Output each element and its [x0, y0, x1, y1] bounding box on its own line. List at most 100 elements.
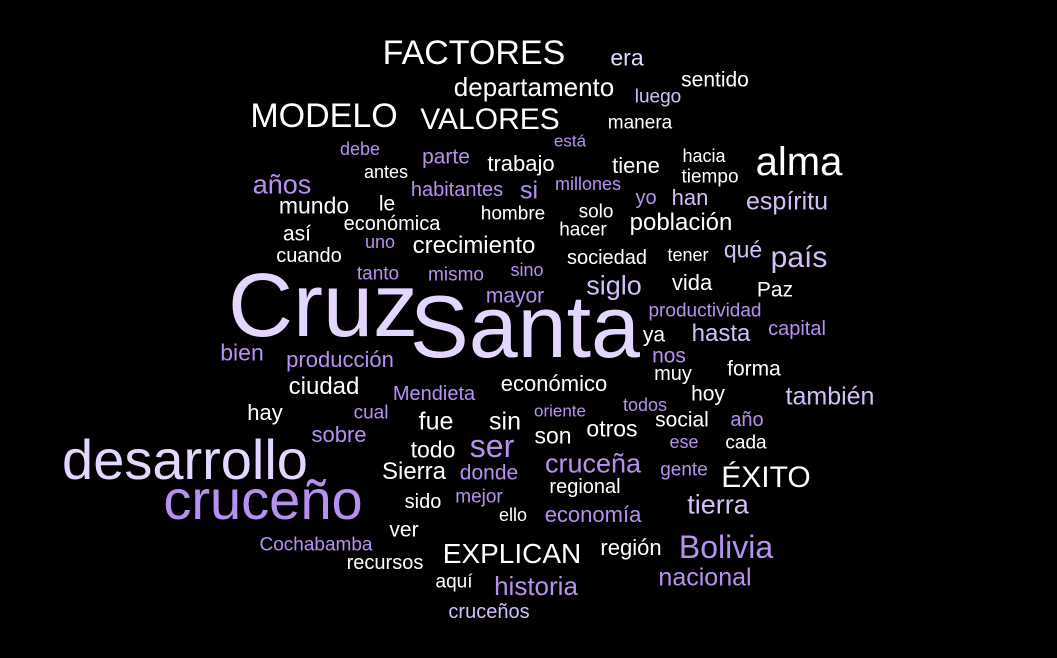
word-oriente: oriente — [534, 401, 586, 421]
word-sociedad: sociedad — [566, 247, 648, 269]
word-gente: gente — [660, 459, 708, 481]
word-hacia: hacia — [682, 146, 726, 166]
word-tanto: tanto — [356, 263, 400, 285]
word-esta: está — [553, 131, 587, 151]
word-bien: bien — [220, 339, 264, 366]
word-tierra: tierra — [687, 489, 749, 520]
word-cuando: cuando — [276, 245, 342, 267]
word-siglo: siglo — [586, 270, 642, 301]
word-explican: EXPLICAN — [442, 538, 582, 569]
word-fue: fue — [418, 407, 454, 436]
word-tiempo: tiempo — [681, 166, 739, 188]
word-cochabamba: Cochabamba — [259, 534, 373, 556]
word-mundo: mundo — [278, 192, 350, 219]
word-aqui: aquí — [435, 571, 473, 593]
word-manera: manera — [607, 112, 673, 134]
word-espiritu: espíritu — [746, 187, 828, 216]
word-muy: muy — [654, 363, 692, 385]
word-cada: cada — [725, 432, 767, 454]
word-valores: VALORES — [420, 103, 560, 136]
word-le: le — [378, 192, 396, 216]
word-todos: todos — [622, 395, 668, 415]
word-parte: parte — [422, 145, 470, 169]
word-hacer: hacer — [559, 219, 607, 241]
word-nos: nos — [652, 344, 686, 368]
word-ya: ya — [642, 323, 666, 347]
word-alma: alma — [755, 140, 843, 184]
word-crucena: cruceña — [544, 448, 642, 479]
word-hombre: hombre — [480, 203, 546, 225]
word-paz: Paz — [756, 278, 794, 302]
word-santa: Santa — [410, 277, 640, 376]
word-mendieta: Mendieta — [392, 383, 476, 405]
word-sido: sido — [404, 491, 442, 513]
word-antes: antes — [363, 162, 409, 182]
word-pais: país — [770, 241, 828, 274]
word-era: era — [610, 44, 644, 71]
word-poblacion: población — [629, 209, 733, 236]
word-economico: económico — [500, 371, 608, 396]
word-han: han — [671, 185, 709, 210]
word-ano: año — [730, 409, 764, 431]
word-economica: económica — [343, 213, 441, 235]
word-social: social — [655, 408, 709, 432]
word-modelo: MODELO — [250, 97, 398, 135]
word-otros: otros — [586, 415, 638, 442]
word-economia: economía — [544, 502, 642, 527]
word-sin: sin — [489, 407, 521, 436]
word-mejor: mejor — [455, 486, 503, 508]
word-habitantes: habitantes — [410, 179, 504, 201]
word-tener: tener — [667, 245, 709, 265]
word-sentido: sentido — [681, 68, 749, 92]
word-donde: donde — [459, 461, 519, 485]
word-region: región — [600, 535, 662, 560]
word-cual: cual — [353, 402, 389, 424]
word-forma: forma — [727, 357, 781, 381]
word-ciudad: ciudad — [288, 373, 360, 400]
word-son: son — [534, 422, 572, 449]
word-hoy: hoy — [691, 382, 725, 406]
word-vida: vida — [671, 270, 713, 295]
word-hay: hay — [247, 400, 283, 425]
word-historia: historia — [494, 571, 578, 601]
word-cruceno: cruceño — [163, 468, 363, 531]
word-trabajo: trabajo — [487, 151, 555, 176]
word-exito: ÉXITO — [721, 461, 811, 494]
word-ello: ello — [498, 505, 528, 525]
word-cruz: Cruz — [227, 256, 419, 356]
word-sierra: Sierra — [381, 458, 447, 485]
word-sobre: sobre — [311, 422, 367, 447]
word-bolivia: Bolivia — [678, 529, 774, 565]
word-asi: así — [282, 222, 312, 246]
word-departamento: departamento — [453, 72, 615, 102]
word-desarrollo: desarrollo — [62, 428, 308, 491]
word-debe: debe — [339, 139, 381, 159]
word-mismo: mismo — [428, 264, 484, 286]
word-solo: solo — [578, 201, 614, 223]
word-ser: ser — [469, 428, 515, 464]
word-luego: luego — [634, 86, 682, 108]
word-si: si — [519, 176, 539, 205]
word-nacional: nacional — [658, 563, 752, 592]
word-capital: capital — [768, 318, 826, 340]
word-tiene: tiene — [612, 153, 660, 178]
word-produccion: producción — [286, 347, 394, 372]
word-hasta: hasta — [691, 320, 751, 347]
word-ese: ese — [669, 432, 699, 452]
word-productividad: productividad — [648, 300, 762, 322]
word-que: qué — [723, 236, 763, 263]
word-sino: sino — [510, 260, 544, 280]
word-crecimiento: crecimiento — [412, 232, 536, 259]
word-todo: todo — [410, 436, 456, 463]
word-tambien: también — [785, 382, 875, 411]
word-anos: años — [252, 169, 312, 200]
word-crucenos: cruceños — [448, 601, 530, 623]
word-millones: millones — [554, 174, 622, 194]
word-yo: yo — [635, 187, 657, 209]
word-recursos: recursos — [346, 552, 424, 574]
word-ver: ver — [389, 518, 419, 542]
word-mayor: mayor — [485, 284, 545, 308]
word-regional: regional — [549, 476, 621, 498]
word-uno: uno — [364, 232, 396, 252]
